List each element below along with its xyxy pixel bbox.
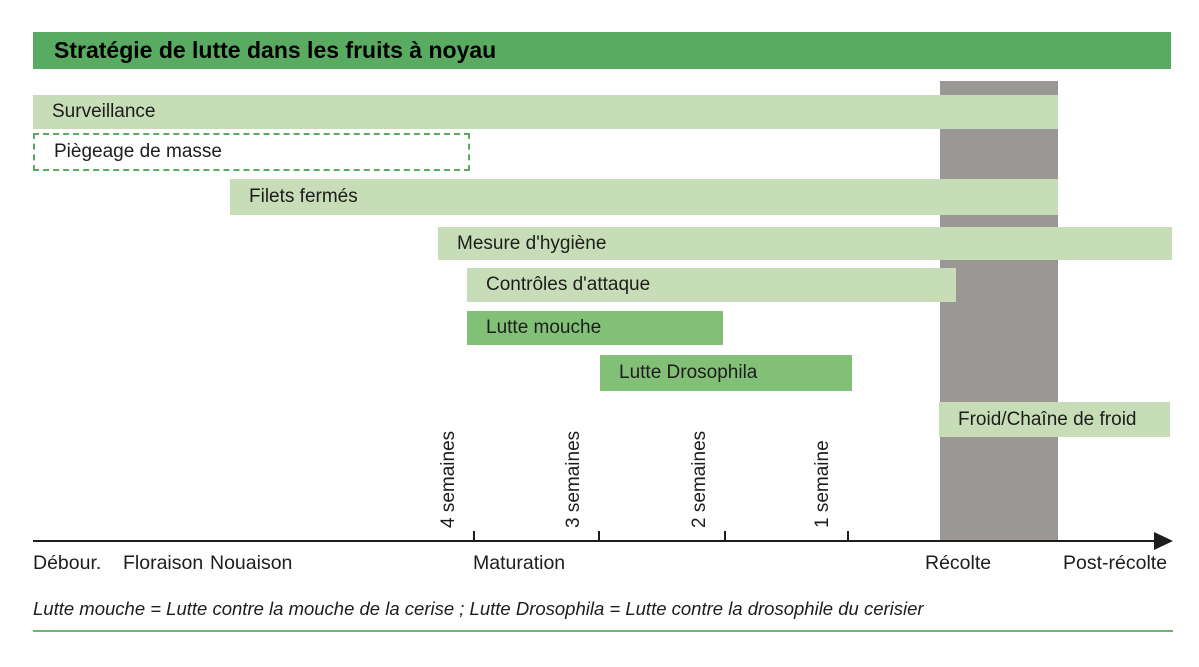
- bar-filets-fermes: Filets fermés: [230, 179, 1058, 215]
- footnote: Lutte mouche = Lutte contre la mouche de…: [33, 598, 924, 619]
- bar-lutte-drosophila: Lutte Drosophila: [600, 355, 852, 391]
- phase-label-maturation: Maturation: [473, 552, 566, 574]
- harvest-period-band: [940, 81, 1058, 542]
- axis-tick-2-semaines: [724, 531, 726, 541]
- week-label-1-semaine: 1 semaine: [812, 440, 833, 528]
- bar-surveillance: Surveillance: [33, 95, 1058, 129]
- week-label-4-semaines: 4 semaines: [438, 430, 459, 528]
- week-label-3-semaines: 3 semaines: [563, 430, 584, 528]
- axis-tick-1-semaine: [847, 531, 849, 541]
- bar-piegeage-de-masse: Piègeage de masse: [33, 133, 470, 171]
- bar-froid-chaine-de-froid: Froid/Chaîne de froid: [939, 402, 1170, 437]
- phase-label-recolte: Récolte: [925, 552, 992, 574]
- phase-label-post-recolte: Post-récolte: [1063, 552, 1168, 574]
- axis-tick-4-semaines: [473, 531, 475, 541]
- axis-arrow-icon: [1154, 532, 1173, 550]
- bar-lutte-mouche: Lutte mouche: [467, 311, 723, 345]
- page-title: Stratégie de lutte dans les fruits à noy…: [33, 32, 1171, 69]
- phase-label-floraison: Floraison: [123, 552, 204, 574]
- axis-tick-3-semaines: [598, 531, 600, 541]
- phase-label-debour: Débour.: [33, 552, 102, 574]
- bar-mesure-d-hygiene: Mesure d'hygiène: [438, 227, 1172, 260]
- bottom-rule: [33, 630, 1173, 632]
- phase-label-nouaison: Nouaison: [210, 552, 293, 574]
- bar-controles-d-attaque: Contrôles d'attaque: [467, 268, 956, 302]
- timeline-axis: [33, 540, 1158, 542]
- week-label-2-semaines: 2 semaines: [689, 430, 710, 528]
